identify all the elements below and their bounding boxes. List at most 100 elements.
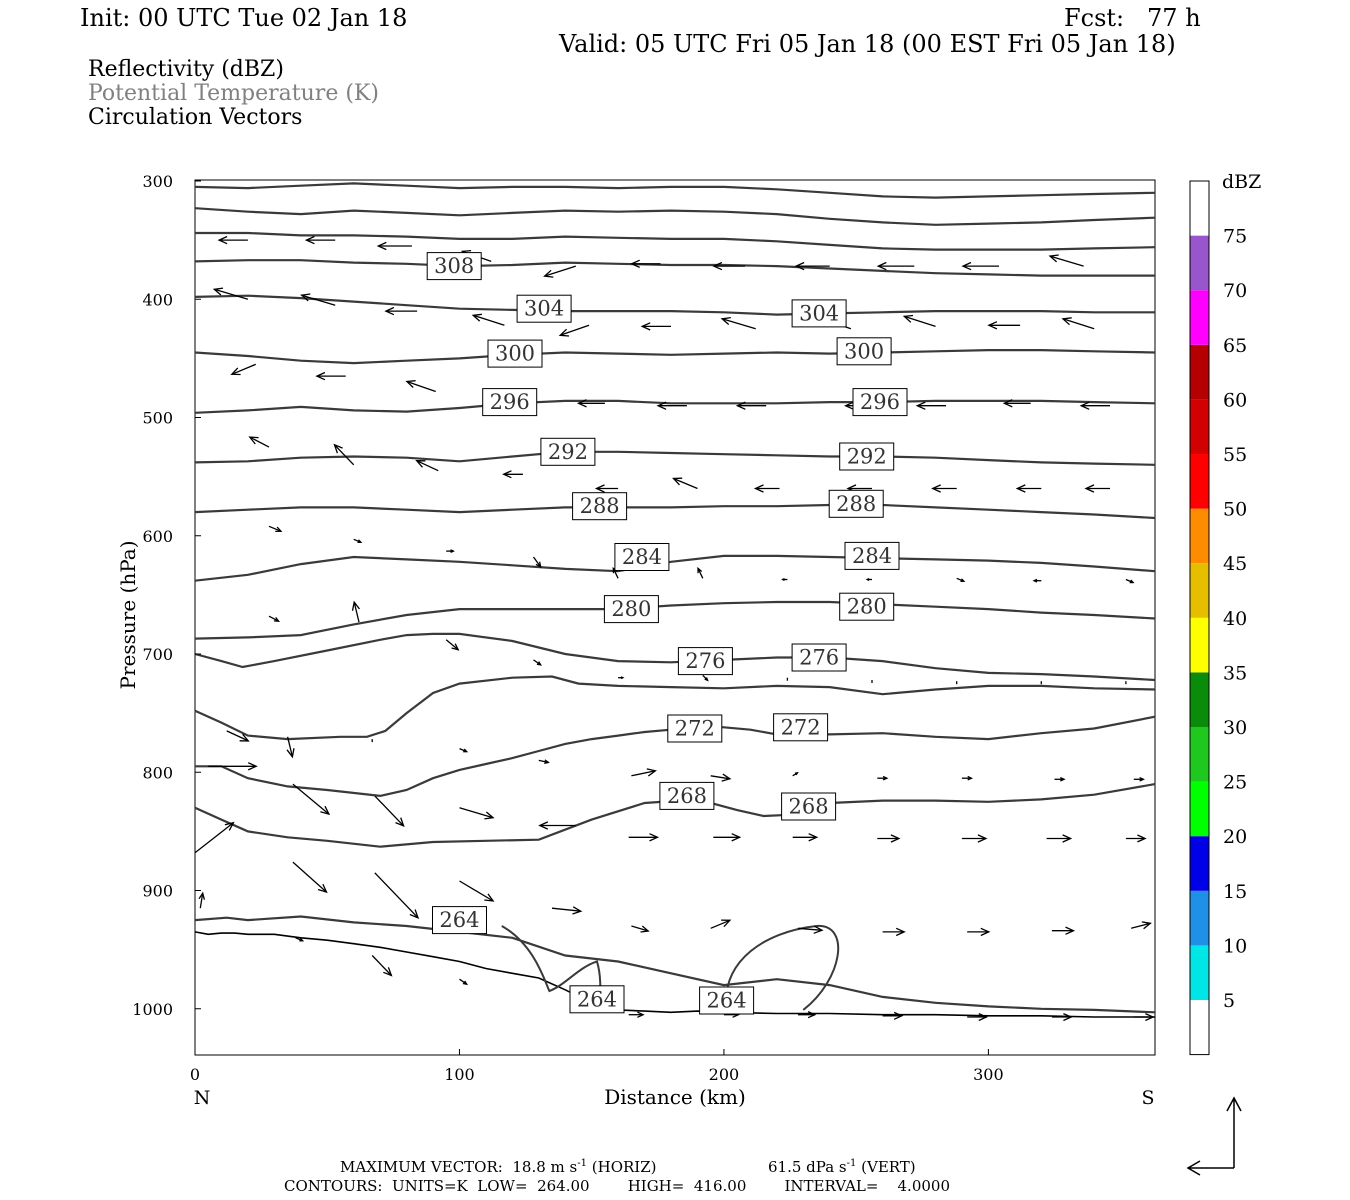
circulation-vector <box>248 436 270 448</box>
colorbar-label: 35 <box>1223 662 1247 684</box>
contour-label-300: 300 <box>495 342 535 366</box>
circulation-vector <box>304 235 336 245</box>
vector-head <box>640 322 651 331</box>
vector-head <box>882 775 889 781</box>
vector-shaft <box>697 568 704 579</box>
contour-label-296: 296 <box>860 390 900 414</box>
contour-label-304: 304 <box>799 301 839 325</box>
vector-head <box>415 460 426 468</box>
circulation-vector <box>792 833 819 842</box>
vector-head <box>893 1011 904 1020</box>
vector-shaft <box>445 639 459 651</box>
vector-head <box>409 909 420 919</box>
vector-head <box>247 762 258 771</box>
circulation-vector <box>374 872 420 919</box>
contour-label-box <box>852 388 908 417</box>
circulation-vector <box>961 834 988 843</box>
circulation-vector <box>631 925 650 933</box>
contour-label-264: 264 <box>577 987 617 1011</box>
isentrope-304 <box>194 294 1155 316</box>
circulation-vector <box>459 807 495 820</box>
vector-head <box>649 833 660 842</box>
circulation-vector <box>212 287 249 300</box>
max-vector-vert: 61.5 dPa s <box>768 1158 847 1176</box>
vector-head <box>376 241 387 251</box>
colorbar-swatch <box>1190 617 1209 673</box>
terrain-line <box>194 931 1155 1018</box>
valid-time: Valid: 05 UTC Fri 05 Jan 18 (00 EST Fri … <box>559 30 1176 58</box>
circulation-vector <box>230 363 257 376</box>
isentrope-268 <box>195 715 1156 798</box>
vector-shaft <box>473 314 505 326</box>
circulation-vector <box>459 880 495 902</box>
colorbar-swatch <box>1190 290 1209 345</box>
contour-label-box <box>482 388 538 417</box>
max-vector-horiz: 18.8 m s <box>512 1158 578 1176</box>
colorbar-swatch <box>1190 235 1209 291</box>
isentrope-288 <box>194 503 1156 520</box>
contour-label-272: 272 <box>781 715 821 739</box>
contour-label-300: 300 <box>844 339 884 363</box>
contour-label-308: 308 <box>434 254 474 278</box>
circulation-vector <box>376 241 412 251</box>
y-tick-label: 700 <box>142 645 173 664</box>
circulation-vector <box>1032 578 1042 583</box>
contour-label-box <box>836 337 892 366</box>
colorbar-label: 5 <box>1223 990 1235 1012</box>
horiz-exp: -1 <box>577 1158 587 1169</box>
vector-head <box>735 401 746 410</box>
circulation-vector <box>351 600 361 623</box>
vector-head <box>1032 578 1038 583</box>
contour-label-box <box>781 792 837 821</box>
vector-shaft <box>612 568 619 579</box>
vector-head <box>895 927 906 937</box>
circulation-vector <box>967 1013 988 1022</box>
colorbar-swatch <box>1190 344 1209 400</box>
circulation-vector <box>194 821 235 854</box>
contour-label-272: 272 <box>675 716 715 740</box>
vector-shaft <box>406 380 436 393</box>
circulation-vector <box>292 861 328 894</box>
vector-shaft <box>226 730 249 742</box>
circulation-vector <box>268 615 280 622</box>
isentrope-264 <box>194 915 1156 1014</box>
vector-head <box>300 293 311 302</box>
contour-label-box <box>432 906 487 935</box>
contour-label-box <box>540 437 596 466</box>
contour-label-box <box>699 986 755 1015</box>
contour-label-box <box>839 442 895 471</box>
vector-shaft <box>538 759 549 764</box>
horiz-unit: (HORIZ) <box>591 1158 657 1176</box>
circulation-vector <box>710 919 732 929</box>
vector-head <box>712 261 723 271</box>
contour-label-box <box>791 643 847 672</box>
vector-head <box>844 401 854 410</box>
vector-head <box>395 817 405 828</box>
vector-head <box>224 821 235 831</box>
x-tick-label: 200 <box>709 1065 740 1084</box>
contour-label-292: 292 <box>847 445 887 469</box>
circulation-vector <box>1133 1013 1155 1022</box>
vector-shaft <box>301 294 336 306</box>
y-tick-label: 900 <box>142 882 173 901</box>
vector-head <box>876 261 887 271</box>
vector-head <box>1145 1013 1155 1022</box>
colorbar-swatch <box>1190 181 1209 236</box>
circulation-vector <box>882 927 906 937</box>
contour-label-box <box>487 339 543 368</box>
x-tick-label: 300 <box>973 1065 1004 1084</box>
vector-shaft <box>374 872 419 919</box>
vector-head <box>1063 1013 1073 1022</box>
vector-head <box>961 261 972 271</box>
vector-head <box>794 261 805 271</box>
circulation-vector <box>217 235 248 245</box>
vector-head <box>1137 834 1147 843</box>
vector-head <box>198 891 206 900</box>
circulation-vector <box>415 460 439 472</box>
max-vector-label: MAXIMUM VECTOR: <box>340 1158 503 1176</box>
vector-head <box>463 748 469 753</box>
vector-head <box>462 980 469 986</box>
vector-shaft <box>194 822 234 854</box>
contour-info: CONTOURS: UNITS=K LOW= 264.00 HIGH= 416.… <box>284 1177 950 1195</box>
circulation-vector <box>720 316 756 330</box>
